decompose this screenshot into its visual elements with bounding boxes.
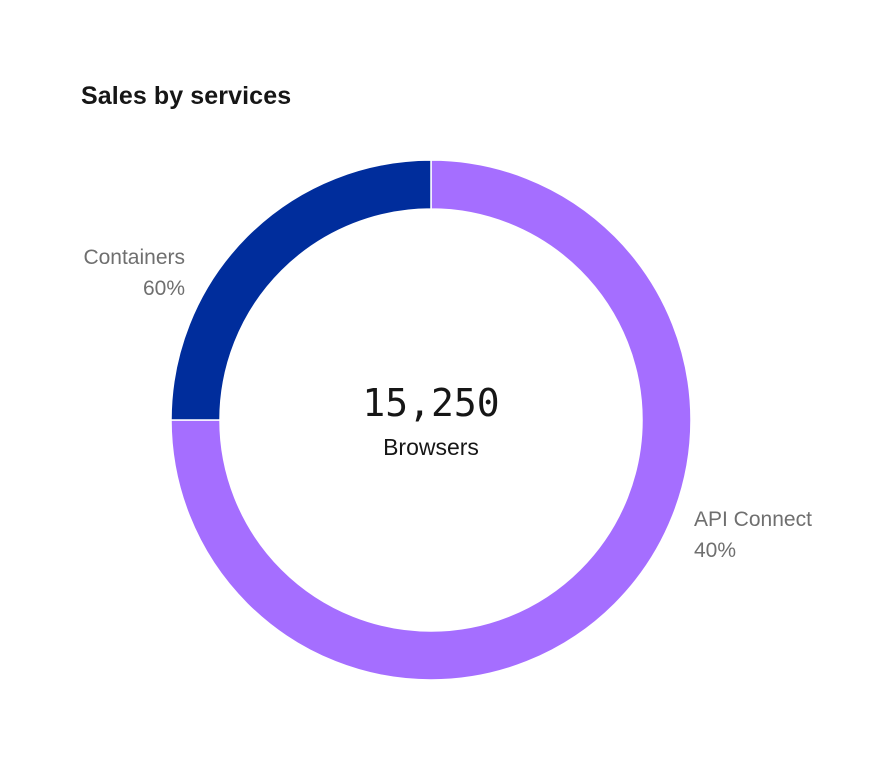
center-total-value: 15,250 (362, 381, 499, 425)
donut-slice-containers[interactable] (170, 159, 432, 421)
center-total-label: Browsers (383, 434, 479, 460)
slice-label-api-connect-name: API Connect (694, 508, 812, 531)
donut-slice-api-connect[interactable] (170, 159, 692, 681)
slice-label-containers-percent: 60% (143, 277, 185, 300)
donut-slices (170, 159, 692, 681)
slice-label-containers-name: Containers (83, 246, 185, 269)
slice-label-api-connect-percent: 40% (694, 539, 736, 562)
chart-title: Sales by services (81, 82, 292, 110)
